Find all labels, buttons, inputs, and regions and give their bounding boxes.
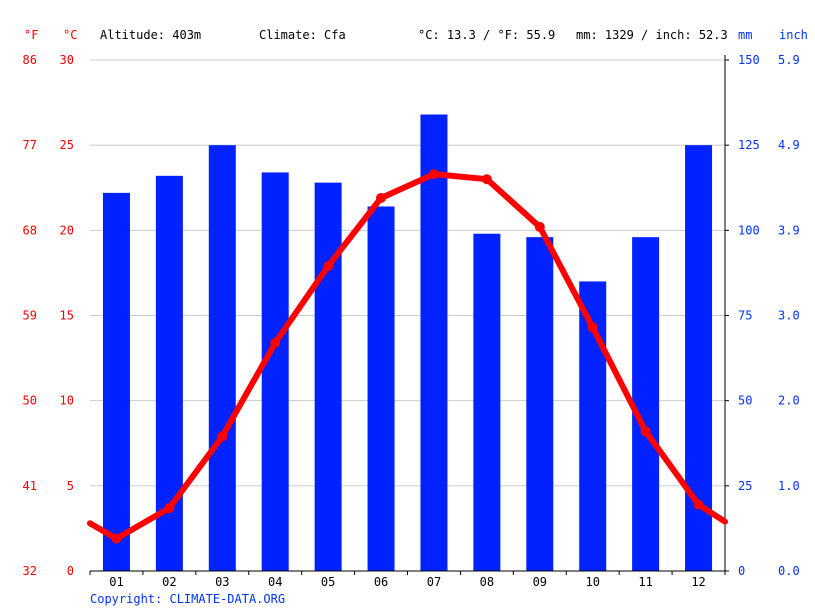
mm-tick-label: 125 (738, 138, 760, 152)
month-label: 01 (109, 575, 123, 589)
inch-tick-label: 1.0 (778, 479, 800, 493)
temperature-point (640, 426, 651, 437)
fahrenheit-tick-label: 68 (23, 223, 37, 237)
fahrenheit-tick-label: 77 (23, 138, 37, 152)
fahrenheit-tick-label: 50 (23, 394, 37, 408)
temperature-point (323, 261, 334, 272)
precipitation-bar (208, 145, 236, 571)
precipitation-bar (420, 114, 448, 572)
precipitation-bar (102, 192, 130, 572)
month-label: 10 (585, 575, 599, 589)
temperature-point (164, 502, 175, 513)
temperature-point (534, 221, 545, 232)
precipitation-bar (473, 233, 501, 572)
precipitation-bar (314, 182, 342, 571)
month-label: 11 (638, 575, 652, 589)
precipitation-bar (367, 206, 395, 571)
precipitation-bar (632, 237, 660, 571)
month-label: 05 (321, 575, 335, 589)
temperature-average-label: °C: 13.3 / °F: 55.9 (418, 28, 556, 42)
mm-unit-label: mm (738, 28, 753, 42)
month-label: 07 (427, 575, 441, 589)
celsius-tick-label: 15 (60, 309, 74, 323)
mm-tick-label: 0 (738, 564, 745, 578)
temperature-point (481, 174, 492, 185)
fahrenheit-unit-label: °F (24, 28, 39, 42)
inch-tick-label: 5.9 (778, 53, 800, 67)
fahrenheit-tick-label: 86 (23, 53, 37, 67)
temperature-point (270, 337, 281, 348)
mm-tick-label: 150 (738, 53, 760, 67)
inch-tick-label: 3.9 (778, 223, 800, 237)
month-label: 06 (374, 575, 388, 589)
inch-unit-label: inch (779, 28, 808, 42)
mm-tick-label: 75 (738, 309, 752, 323)
inch-tick-label: 2.0 (778, 394, 800, 408)
fahrenheit-tick-label: 41 (23, 479, 37, 493)
temperature-point (217, 431, 228, 442)
temperature-point (111, 533, 122, 544)
temperature-point (428, 169, 439, 180)
celsius-tick-label: 10 (60, 394, 74, 408)
precipitation-bar (261, 172, 289, 572)
month-label: 09 (533, 575, 547, 589)
temperature-point (376, 192, 387, 203)
mm-tick-label: 50 (738, 394, 752, 408)
inch-tick-label: 3.0 (778, 309, 800, 323)
copyright-text: Copyright: CLIMATE-DATA.ORG (90, 592, 286, 606)
month-label: 03 (215, 575, 229, 589)
temperature-point (587, 322, 598, 333)
celsius-tick-label: 30 (60, 53, 74, 67)
fahrenheit-tick-label: 32 (23, 564, 37, 578)
fahrenheit-tick-label: 59 (23, 309, 37, 323)
inch-tick-label: 0.0 (778, 564, 800, 578)
celsius-unit-label: °C (63, 28, 78, 42)
altitude-label: Altitude: 403m (100, 28, 202, 42)
month-label: 12 (691, 575, 705, 589)
precipitation-average-label: mm: 1329 / inch: 52.3 (576, 28, 728, 42)
inch-tick-label: 4.9 (778, 138, 800, 152)
month-label: 02 (162, 575, 176, 589)
celsius-tick-label: 25 (60, 138, 74, 152)
celsius-tick-label: 20 (60, 223, 74, 237)
mm-tick-label: 100 (738, 223, 760, 237)
celsius-tick-label: 5 (67, 479, 74, 493)
temperature-line (87, 171, 728, 542)
mm-tick-label: 25 (738, 479, 752, 493)
celsius-tick-label: 0 (67, 564, 74, 578)
climate-label: Climate: Cfa (259, 28, 346, 42)
temperature-point (693, 499, 704, 510)
month-label: 08 (480, 575, 494, 589)
precipitation-bar (526, 237, 554, 571)
month-label: 04 (268, 575, 282, 589)
